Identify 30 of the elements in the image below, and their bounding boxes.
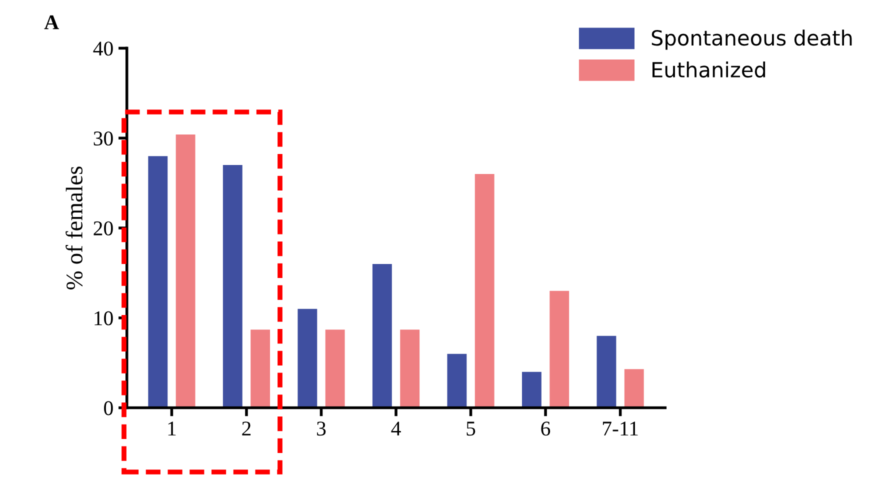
- bar: [176, 134, 196, 408]
- bar: [148, 156, 168, 408]
- y-tick-label: 20: [94, 221, 113, 236]
- x-tick-label: 2: [242, 422, 251, 436]
- bar: [596, 336, 616, 408]
- bar: [474, 174, 494, 408]
- bar: [250, 330, 270, 408]
- x-tick-label: 7-11: [602, 422, 638, 436]
- x-tick-label: 1: [168, 422, 176, 436]
- bar: [325, 330, 345, 408]
- bar: [400, 330, 420, 408]
- bar: [222, 165, 242, 408]
- y-tick-label: 40: [93, 42, 113, 56]
- bar: [372, 264, 392, 408]
- y-tick-label: 10: [94, 311, 113, 326]
- text: A: [44, 15, 59, 30]
- legend-label: Euthanized: [652, 61, 766, 78]
- y-tick-label: 0: [104, 401, 113, 416]
- bar: [550, 290, 570, 408]
- bar: [522, 372, 542, 408]
- bar: [447, 354, 467, 408]
- x-tick-label: 5: [466, 422, 476, 436]
- y-tick-label: 30: [94, 131, 113, 146]
- legend-label: Spontaneous death: [652, 30, 852, 50]
- bar: [624, 369, 644, 408]
- x-tick-label: 4: [391, 422, 401, 436]
- x-tick-label: 6: [541, 422, 550, 436]
- bar: [298, 308, 318, 408]
- y-axis-title: % of females: [66, 166, 83, 290]
- x-tick-label: 3: [317, 422, 326, 436]
